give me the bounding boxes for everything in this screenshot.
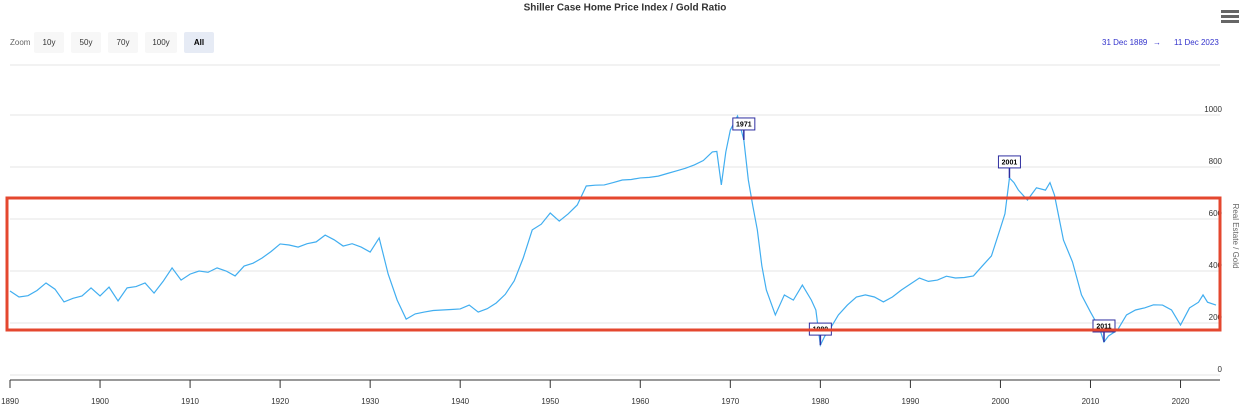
x-tick-label: 1990: [902, 397, 920, 406]
zoom-button-bg: [34, 32, 64, 53]
zoom-button[interactable]: All: [184, 32, 214, 53]
menu-bar: [1221, 10, 1239, 13]
y-tick-label: 0: [1218, 365, 1223, 374]
y-tick-label: 800: [1209, 157, 1223, 166]
x-tick-label: 1890: [1, 397, 19, 406]
zoom-button-label: 10y: [43, 38, 56, 47]
x-tick-label: 1960: [631, 397, 649, 406]
zoom-button-label: 100y: [152, 38, 169, 47]
x-tick-label: 2000: [992, 397, 1010, 406]
y-tick-label: 600: [1209, 209, 1223, 218]
x-tick-label: 1900: [91, 397, 109, 406]
menu-bar: [1221, 15, 1239, 18]
y-axis-title: Real Estate / Gold: [1231, 204, 1240, 269]
x-tick-label: 1980: [811, 397, 829, 406]
x-tick-label: 1950: [541, 397, 559, 406]
x-tick-label: 1970: [721, 397, 739, 406]
x-tick-label: 2010: [1082, 397, 1100, 406]
y-tick-label: 400: [1209, 261, 1223, 270]
zoom-button[interactable]: 10y: [34, 32, 64, 53]
zoom-label: Zoom: [10, 38, 31, 47]
flag-box: [732, 117, 756, 131]
flag-label: 2011: [1096, 323, 1111, 330]
flag-box: [997, 155, 1021, 169]
zoom-button-bg: [108, 32, 138, 53]
flag-label: 2001: [1002, 159, 1018, 166]
zoom-button[interactable]: 70y: [108, 32, 138, 53]
flag: 1971: [732, 117, 756, 140]
zoom-button-bg: [145, 32, 177, 53]
menu-button[interactable]: [1221, 10, 1239, 23]
flag: 2001: [997, 155, 1021, 178]
range-to[interactable]: 11 Dec 2023: [1174, 38, 1219, 47]
highlight-box: [5, 196, 1222, 332]
plot: 0 200 400 600 800 1000 1890 1900 1910 1920 1930 194…: [1, 105, 1222, 406]
y-tick-label: 1000: [1204, 105, 1222, 114]
zoom-button-label: 70y: [117, 38, 130, 47]
y-tick-label: 200: [1209, 313, 1223, 322]
x-tick-label: 1930: [361, 397, 379, 406]
menu-bar: [1221, 20, 1239, 23]
range-from[interactable]: 31 Dec 1889: [1102, 38, 1148, 47]
zoom-button-label: 50y: [80, 38, 93, 47]
x-tick-label: 2020: [1172, 397, 1190, 406]
zoom-button[interactable]: 50y: [71, 32, 101, 53]
flag-label: 1971: [736, 121, 752, 128]
range-arrow: →: [1153, 38, 1161, 47]
x-tick-label: 1920: [271, 397, 289, 406]
zoom-button[interactable]: 100y: [145, 32, 177, 53]
x-tick-label: 1940: [451, 397, 469, 406]
x-tick-label: 1910: [181, 397, 199, 406]
flag: 1980: [808, 322, 832, 346]
zoom-button-bg: [71, 32, 101, 53]
zoom-button-bg: [184, 32, 214, 53]
price-ratio-line: [9, 114, 1217, 348]
chart-title: Shiller Case Home Price Index / Gold Rat…: [524, 3, 727, 14]
zoom-button-label: All: [194, 38, 204, 47]
